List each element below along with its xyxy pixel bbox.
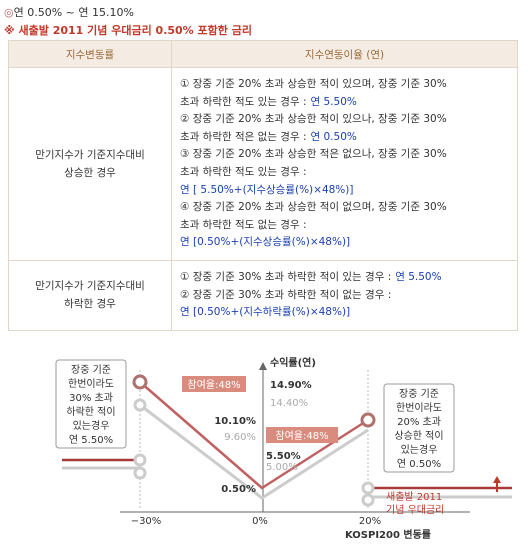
line-text: ① 장중 기준 30% 초과 하락한 적이 있는 경우 : (180, 270, 392, 283)
callout-line: 있는경우 (401, 443, 438, 456)
rate-line: ③ 장중 기준 20% 초과 상승한 적은 없으나, 장중 기준 30% (180, 146, 509, 164)
level-label: 0.50% (221, 484, 256, 495)
line-text: ④ 장중 기준 20% 초과 상승한 적이 없으며, 장중 기준 30% (180, 201, 447, 214)
callout-line: 연 5.50% (69, 434, 113, 446)
line-text: 초과 하락한 적도 없는 경우 : (180, 218, 307, 231)
level-label: 10.10% (214, 416, 256, 427)
rate-line: ② 장중 기준 20% 초과 상승한 적이 있으나, 장중 기준 30% (180, 111, 509, 129)
rate-line: ④ 장중 기준 20% 초과 상승한 적이 없으며, 장중 기준 30% (180, 199, 509, 217)
level-label: 14.90% (270, 380, 312, 391)
line-text: 초과 하락한 적도 있는 경우 : (180, 165, 307, 178)
range-text: 연 0.50% ~ 연 15.10% (13, 6, 134, 19)
rate-line: 연 [0.50%+(지수상승률(%)×48%)] (180, 234, 509, 252)
rate-line: 초과 하락한 적은 없는 경우 :연 0.50% (180, 129, 509, 147)
note: ※ 새출발 2011 기념 우대금리 0.50% 포함한 금리 (4, 24, 252, 37)
participation: 참여율:48% (187, 379, 240, 391)
callout-line: 장중 기준 (71, 364, 111, 376)
callout-line: 30% 초과 (69, 392, 113, 404)
line-text: 초과 하락한 적도 있는 경우 : (180, 95, 307, 108)
range: ◎연 0.50% ~ 연 15.10% (4, 4, 134, 20)
rate-table: 지수변동률 지수연동이율 (연) 만기지수가 기준지수대비 상승한 경우 ① 장중 기… (8, 40, 518, 331)
line-text: ③ 장중 기준 20% 초과 상승한 적은 없으나, 장중 기준 30% (180, 148, 447, 161)
rate-line: ① 장중 기준 30% 초과 하락한 적이 있는 경우 :연 5.50% (180, 269, 509, 287)
rate-value: 연 5.50% (395, 270, 442, 283)
rate-value: 연 0.50% (310, 130, 357, 143)
rate-line: ② 장중 기준 30% 초과 하락한 적이 없는 경우 : (180, 287, 509, 305)
bullet: ◎ (4, 6, 14, 19)
bonus-label: 기념 우대금리 (386, 504, 444, 516)
rate-line: 연 [ 5.50%+(지수상승률(%)×48%)] (180, 182, 509, 200)
rate-line: 연 [0.50%+(지수하락률(%)×48%)] (180, 304, 509, 322)
callout-line: 한번이라도 (68, 378, 114, 390)
level-label: 5.50% (266, 451, 301, 462)
rate-line: 초과 하락한 적도 없는 경우 : (180, 217, 509, 235)
rate-line: ① 장중 기준 20% 초과 상승한 적이 있으며, 장중 기준 30% (180, 76, 509, 94)
x-tick-label: −30% (131, 516, 162, 527)
callout-line: 20% 초과 (397, 416, 441, 428)
callout-line: 연 0.50% (397, 458, 441, 470)
level-label: 14.40% (270, 398, 308, 409)
condition-line: 상승한 경우 (64, 166, 116, 179)
callout-line: 장중 기준 (399, 388, 439, 400)
diagram: 수익률(연) KOSPI200 변동률 −30% 0% 20% 14.90% 14.40% 1… (0, 340, 528, 554)
x-axis-label: KOSPI200 변동률 (345, 528, 431, 541)
level-label: 5.00% (266, 462, 298, 473)
rate-value: 연 [0.50%+(지수하락률(%)×48%)] (180, 306, 351, 319)
bonus-label: 새출발 2011 (386, 491, 442, 503)
rate-line: 초과 하락한 적도 있는 경우 :연 5.50% (180, 94, 509, 112)
col-header: 지수연동이율 (연) (171, 40, 518, 68)
rate-value: 연 [ 5.50%+(지수상승률(%)×48%)] (180, 183, 354, 196)
col-header: 지수변동률 (8, 40, 172, 68)
level-label: 9.60% (224, 432, 256, 443)
participation: 참여율:48% (275, 430, 328, 442)
line-text: ① 장중 기준 20% 초과 상승한 적이 있으며, 장중 기준 30% (180, 78, 447, 90)
rate-value: 연 5.50% (310, 95, 357, 108)
line-text: 초과 하락한 적은 없는 경우 : (180, 130, 307, 143)
callout-line: 하락한 적이 (66, 405, 115, 418)
line-text: ② 장중 기준 20% 초과 상승한 적이 있으나, 장중 기준 30% (180, 113, 447, 126)
callout-line: 있는경우 (73, 419, 110, 432)
rate-line: 초과 하락한 적도 있는 경우 : (180, 164, 509, 182)
line-text: ② 장중 기준 30% 초과 하락한 적이 없는 경우 : (180, 288, 392, 301)
x-tick-label: 20% (359, 516, 381, 527)
condition-line: 만기지수가 기준지수대비 (35, 148, 145, 161)
x-tick-label: 0% (252, 516, 268, 527)
condition-line: 하락한 경우 (64, 298, 116, 311)
rate-value: 연 [0.50%+(지수상승률(%)×48%)] (180, 236, 351, 249)
table-row: 만기지수가 기준지수대비 하락한 경우 ① 장중 기준 30% 초과 하락한 적이 … (8, 259, 518, 331)
callout-line: 한번이라도 (396, 402, 442, 414)
table-row: 만기지수가 기준지수대비 상승한 경우 ① 장중 기준 20% 초과 상승한 적이 … (8, 67, 518, 261)
rate-cell: ① 장중 기준 30% 초과 하락한 적이 있는 경우 :연 5.50% ② 장중… (171, 259, 518, 331)
callout-line: 상승한 적이 (394, 430, 443, 442)
rate-cell: ① 장중 기준 20% 초과 상승한 적이 있으며, 장중 기준 30% 초과 하… (171, 67, 518, 261)
condition-line: 만기지수가 기준지수대비 (35, 280, 145, 293)
y-axis-label: 수익률(연) (270, 356, 316, 369)
